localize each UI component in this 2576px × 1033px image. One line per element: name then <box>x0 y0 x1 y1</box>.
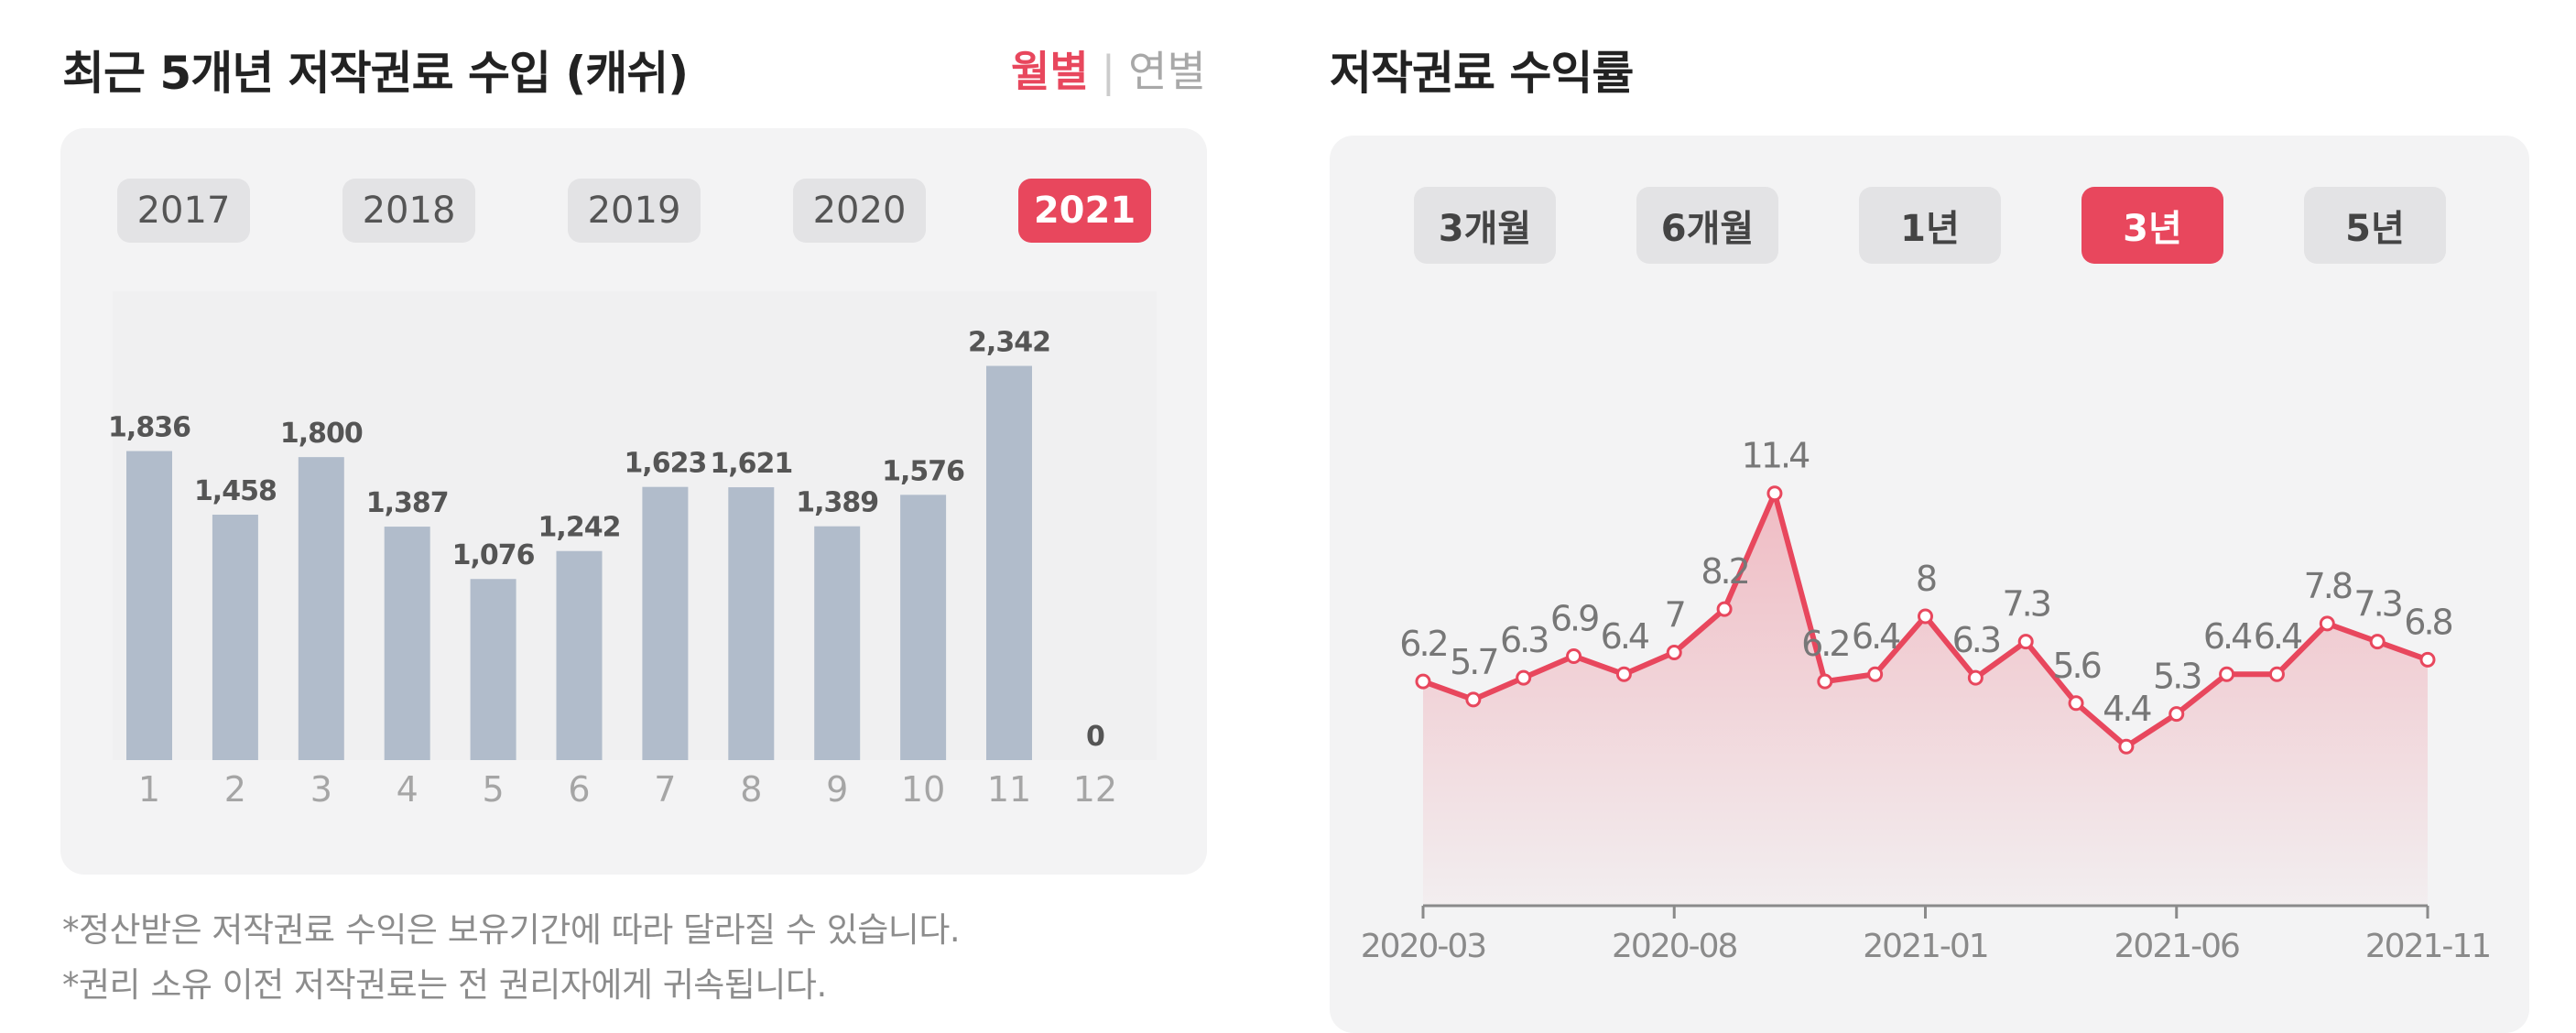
bar-month-7 <box>642 486 689 760</box>
toggle-divider: | <box>1101 47 1116 96</box>
bar-value-label: 1,387 <box>366 487 449 519</box>
bar-value-label: 1,836 <box>108 412 190 444</box>
bar-month-3 <box>298 457 344 760</box>
bar-ticks: 1 2 3 4 5 6 7 8 9 10 11 12 <box>138 769 1117 810</box>
bar-month-9 <box>814 526 861 760</box>
yield-title: 저작권료 수익률 <box>1330 47 1634 100</box>
bar-value-label: 1,242 <box>538 512 621 544</box>
bar-value-label: 1,576 <box>882 455 964 487</box>
bar-month-8 <box>728 487 775 760</box>
year-tab-2017[interactable]: 2017 <box>117 179 250 243</box>
bar-value-label: 2,342 <box>968 327 1050 359</box>
note-2: *권리 소유 이전 저작권료는 전 권리자에게 귀속됩니다. <box>62 965 827 1005</box>
bar-tick-label: 11 <box>987 769 1031 810</box>
note-1: *정산받은 저작권료 수익은 보유기간에 따라 달라질 수 있습니다. <box>62 910 961 950</box>
year-tab-2021[interactable]: 2021 <box>1018 179 1151 243</box>
bar-month-5 <box>470 579 516 760</box>
bar-month-4 <box>384 527 430 760</box>
range-tab-1y[interactable]: 1년 <box>1859 187 2001 264</box>
bar-tick-label: 6 <box>568 769 590 810</box>
bar-month-6 <box>556 550 603 760</box>
yield-chart-panel: 3개월 6개월 1년 3년 5년 <box>1330 136 2529 1033</box>
bar-value-label: 1,458 <box>194 475 277 507</box>
bar-tick-label: 3 <box>310 769 332 810</box>
plot-area <box>113 291 1157 760</box>
bar-month-10 <box>900 495 947 760</box>
bar-value-label: 0 <box>1086 721 1104 753</box>
bar-tick-label: 2 <box>224 769 246 810</box>
bars <box>126 365 1032 760</box>
range-tab-3m[interactable]: 3개월 <box>1414 187 1556 264</box>
yearly-toggle[interactable]: 연별 <box>1128 47 1206 96</box>
bar-value-label: 1,389 <box>796 487 878 519</box>
year-tab-2019[interactable]: 2019 <box>568 179 701 243</box>
bar-tick-label: 9 <box>826 769 848 810</box>
bar-tick-label: 8 <box>740 769 762 810</box>
range-tab-5y[interactable]: 5년 <box>2304 187 2446 264</box>
bar-value-label: 1,621 <box>710 448 792 480</box>
bar-month-1 <box>126 451 172 760</box>
income-chart-panel: 2017 2018 2019 2020 2021 1,836 1,458 1,800… <box>60 128 1207 875</box>
bar-tick-label: 10 <box>901 769 945 810</box>
bar-tick-label: 12 <box>1073 769 1117 810</box>
bar-tick-label: 7 <box>654 769 676 810</box>
bar-tick-label: 4 <box>397 769 418 810</box>
bar-value-label: 1,076 <box>452 539 535 571</box>
range-tab-3y[interactable]: 3년 <box>2081 187 2223 264</box>
monthly-toggle[interactable]: 월별 <box>1011 47 1089 96</box>
bar-tick-label: 5 <box>483 769 505 810</box>
bar-month-2 <box>212 515 258 760</box>
bar-tick-label: 1 <box>138 769 160 810</box>
bar-month-11 <box>986 365 1032 760</box>
period-toggle: 월별 | 연별 <box>1011 38 1206 99</box>
income-title: 최근 5개년 저작권료 수입 (캐쉬) <box>62 47 689 100</box>
bar-value-label: 1,623 <box>624 448 706 480</box>
year-tab-2018[interactable]: 2018 <box>342 179 475 243</box>
year-tab-2020[interactable]: 2020 <box>793 179 926 243</box>
range-tab-6m[interactable]: 6개월 <box>1636 187 1778 264</box>
bar-value-label: 1,800 <box>280 418 363 450</box>
